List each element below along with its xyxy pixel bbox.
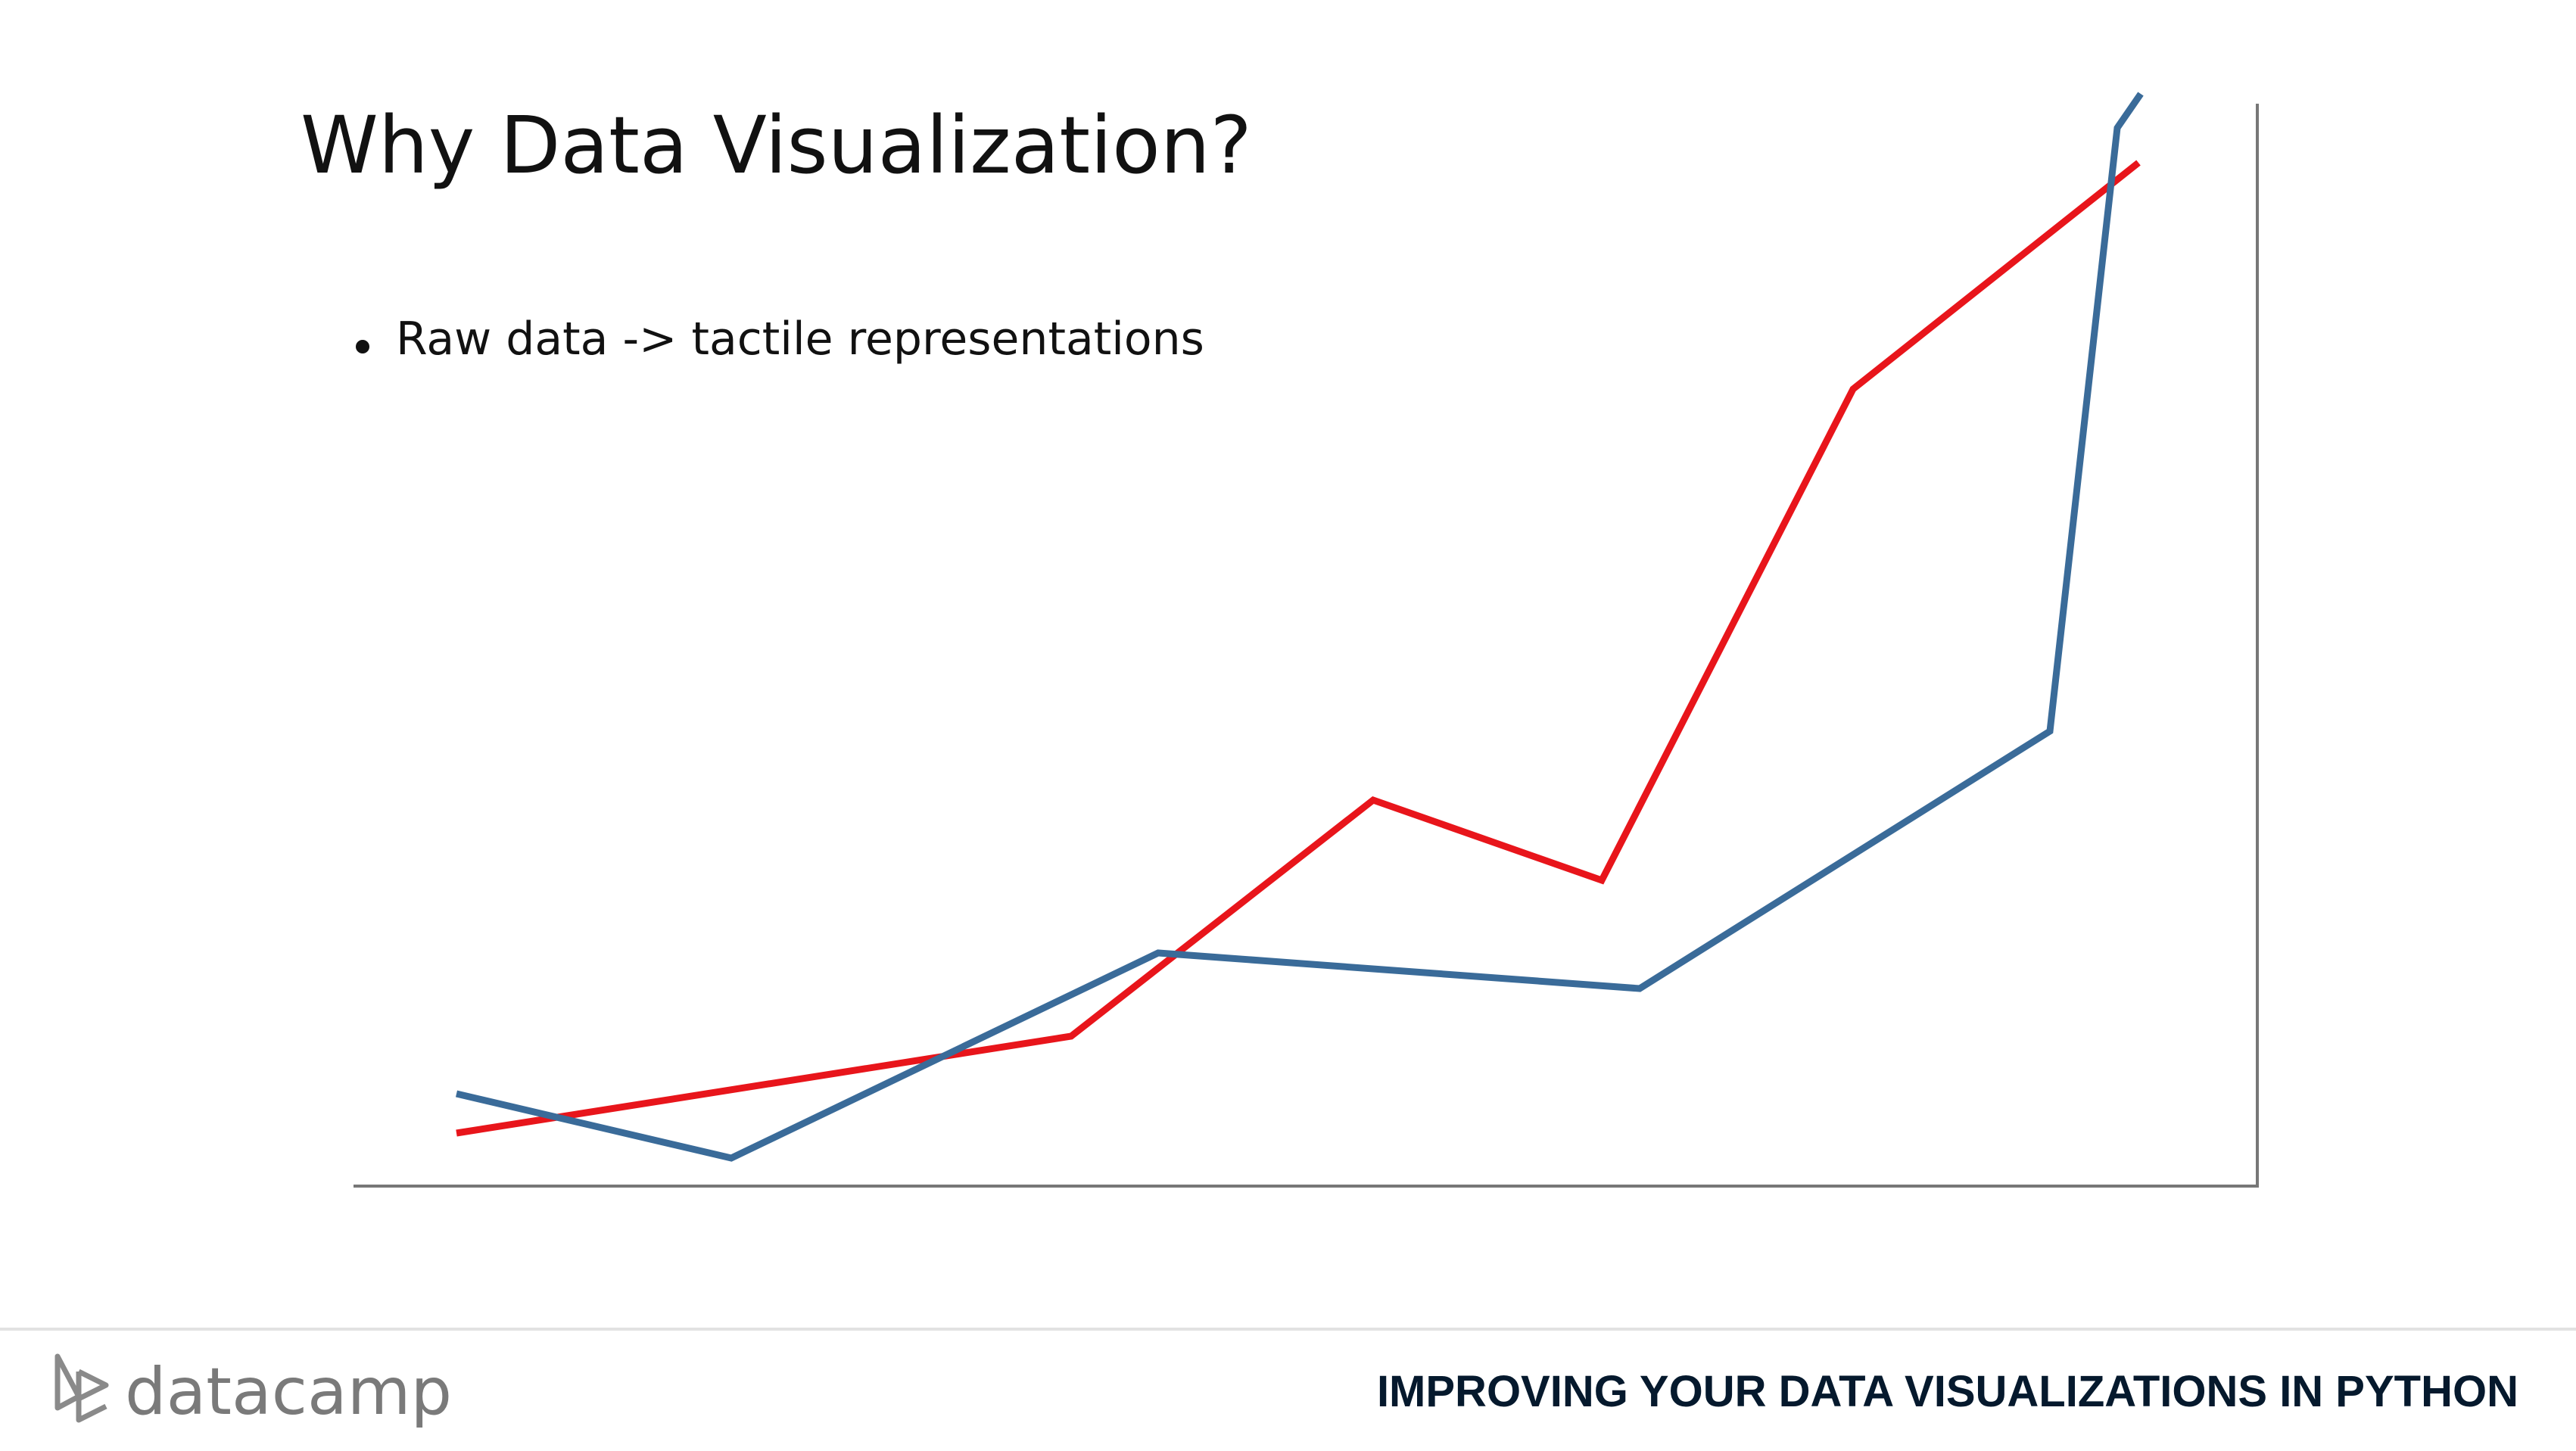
bullet-dot xyxy=(356,340,369,353)
footer-course: IMPROVING YOUR DATA VISUALIZATIONS IN PY… xyxy=(1377,1367,2518,1416)
logo-icon xyxy=(55,1353,109,1423)
footer-brand: datacamp xyxy=(125,1354,452,1430)
decorative-line-red xyxy=(456,160,2141,1137)
bullet-text: Raw data -> tactile representations xyxy=(396,313,1204,366)
slide-title: Why Data Visualization? xyxy=(301,99,1252,191)
decorative-line-blue xyxy=(455,92,2144,1162)
logo-part xyxy=(76,1368,109,1423)
logo-part xyxy=(55,1353,82,1411)
